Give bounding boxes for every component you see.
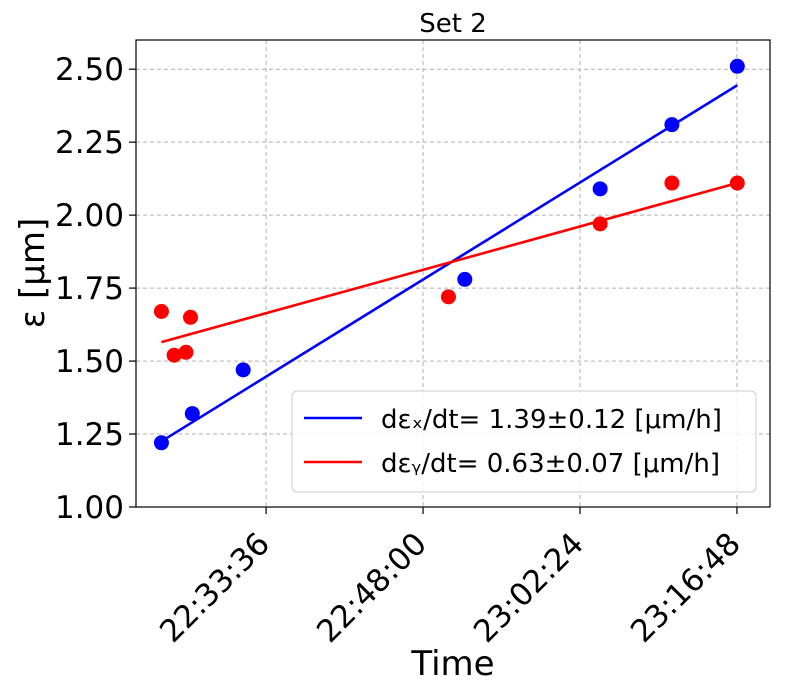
x-tick-label: 22:33:36 <box>153 526 277 650</box>
data-point <box>235 362 251 378</box>
data-point <box>457 271 473 287</box>
data-point <box>664 117 680 133</box>
x-tick-label: 23:02:24 <box>467 526 591 650</box>
data-point <box>153 435 169 451</box>
legend: dεₓ/dt= 1.39±0.12 [μm/h] dεᵧ/dt= 0.63±0.0… <box>291 390 757 493</box>
data-point <box>184 406 200 422</box>
y-axis-ticks: 1.00 1.25 1.50 1.75 2.00 2.25 2.50 <box>55 52 136 526</box>
data-point <box>592 216 608 232</box>
data-point <box>153 303 169 319</box>
data-points <box>153 58 745 451</box>
x-axis-ticks: 22:33:36 22:48:00 23:02:24 23:16:48 <box>153 507 748 650</box>
x-tick-label: 23:16:48 <box>624 526 748 650</box>
legend-frame <box>291 390 757 493</box>
y-tick-label: 2.00 <box>55 198 124 234</box>
plot-area <box>135 39 771 508</box>
y-axis-label: ε [μm] <box>13 218 53 328</box>
y-tick-label: 2.50 <box>55 52 124 88</box>
legend-label: dεₓ/dt= 1.39±0.12 [μm/h] <box>381 405 722 435</box>
legend-label: dεᵧ/dt= 0.63±0.07 [μm/h] <box>381 449 720 479</box>
fit-lines <box>160 84 738 443</box>
data-point <box>182 309 198 325</box>
x-tick-label: 22:48:00 <box>310 526 434 650</box>
data-point <box>166 347 182 363</box>
y-tick-label: 2.25 <box>55 125 124 161</box>
data-point <box>664 175 680 191</box>
chart-title: Set 2 <box>419 9 487 39</box>
data-point <box>592 181 608 197</box>
fit-line <box>161 181 738 344</box>
x-axis-label: Time <box>410 644 494 684</box>
y-tick-label: 1.75 <box>55 271 124 307</box>
data-point <box>729 58 745 74</box>
data-point <box>440 289 456 305</box>
y-tick-label: 1.25 <box>55 417 124 453</box>
y-tick-label: 1.50 <box>55 344 124 380</box>
data-point <box>729 175 745 191</box>
data-point <box>178 344 194 360</box>
y-tick-label: 1.00 <box>55 490 124 526</box>
